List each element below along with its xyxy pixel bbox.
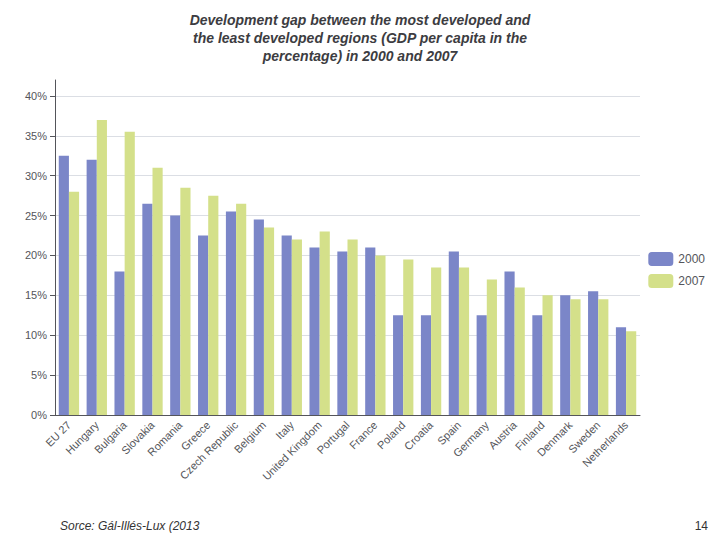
svg-text:Romania: Romania <box>145 418 185 458</box>
svg-text:Bulgaria: Bulgaria <box>91 418 129 456</box>
svg-text:the least developed regions (G: the least developed regions (GDP per cap… <box>193 30 527 46</box>
svg-text:Denmark: Denmark <box>535 418 575 458</box>
svg-text:25%: 25% <box>25 210 47 222</box>
svg-text:Belgium: Belgium <box>232 419 269 456</box>
svg-text:Netherlands: Netherlands <box>580 418 631 469</box>
svg-text:Italy: Italy <box>273 418 296 441</box>
svg-text:Greece: Greece <box>178 418 213 453</box>
svg-text:15%: 15% <box>25 289 47 301</box>
svg-text:5%: 5% <box>31 369 47 381</box>
svg-text:percentage) in 2000 and 2007: percentage) in 2000 and 2007 <box>262 48 459 64</box>
svg-text:Hungary: Hungary <box>63 418 101 457</box>
svg-text:30%: 30% <box>25 170 47 182</box>
svg-text:Finland: Finland <box>512 418 547 453</box>
svg-text:Development gap between the mo: Development gap between the most develop… <box>190 12 531 28</box>
svg-text:2007: 2007 <box>678 274 705 288</box>
svg-text:0%: 0% <box>31 409 47 421</box>
svg-text:2000: 2000 <box>678 252 705 266</box>
svg-text:Spain: Spain <box>434 418 464 448</box>
svg-text:Slovakia: Slovakia <box>118 418 157 457</box>
svg-text:35%: 35% <box>25 130 47 142</box>
svg-text:Germany: Germany <box>451 418 492 459</box>
svg-text:Sorce: Gál-Illés-Lux (2013: Sorce: Gál-Illés-Lux (2013 <box>60 519 200 533</box>
svg-text:Sweden: Sweden <box>565 418 603 456</box>
svg-text:Czech Republic: Czech Republic <box>177 418 240 481</box>
svg-text:France: France <box>347 419 380 452</box>
svg-text:Poland: Poland <box>375 419 408 452</box>
svg-text:10%: 10% <box>25 329 47 341</box>
svg-text:EU 27: EU 27 <box>43 418 74 449</box>
svg-text:40%: 40% <box>25 90 47 102</box>
svg-text:Croatia: Croatia <box>402 418 436 452</box>
svg-text:Portugal: Portugal <box>314 419 351 456</box>
svg-text:Austria: Austria <box>486 418 519 452</box>
svg-text:United Kingdom: United Kingdom <box>260 419 324 483</box>
svg-text:14: 14 <box>695 519 709 533</box>
svg-text:20%: 20% <box>25 249 47 261</box>
